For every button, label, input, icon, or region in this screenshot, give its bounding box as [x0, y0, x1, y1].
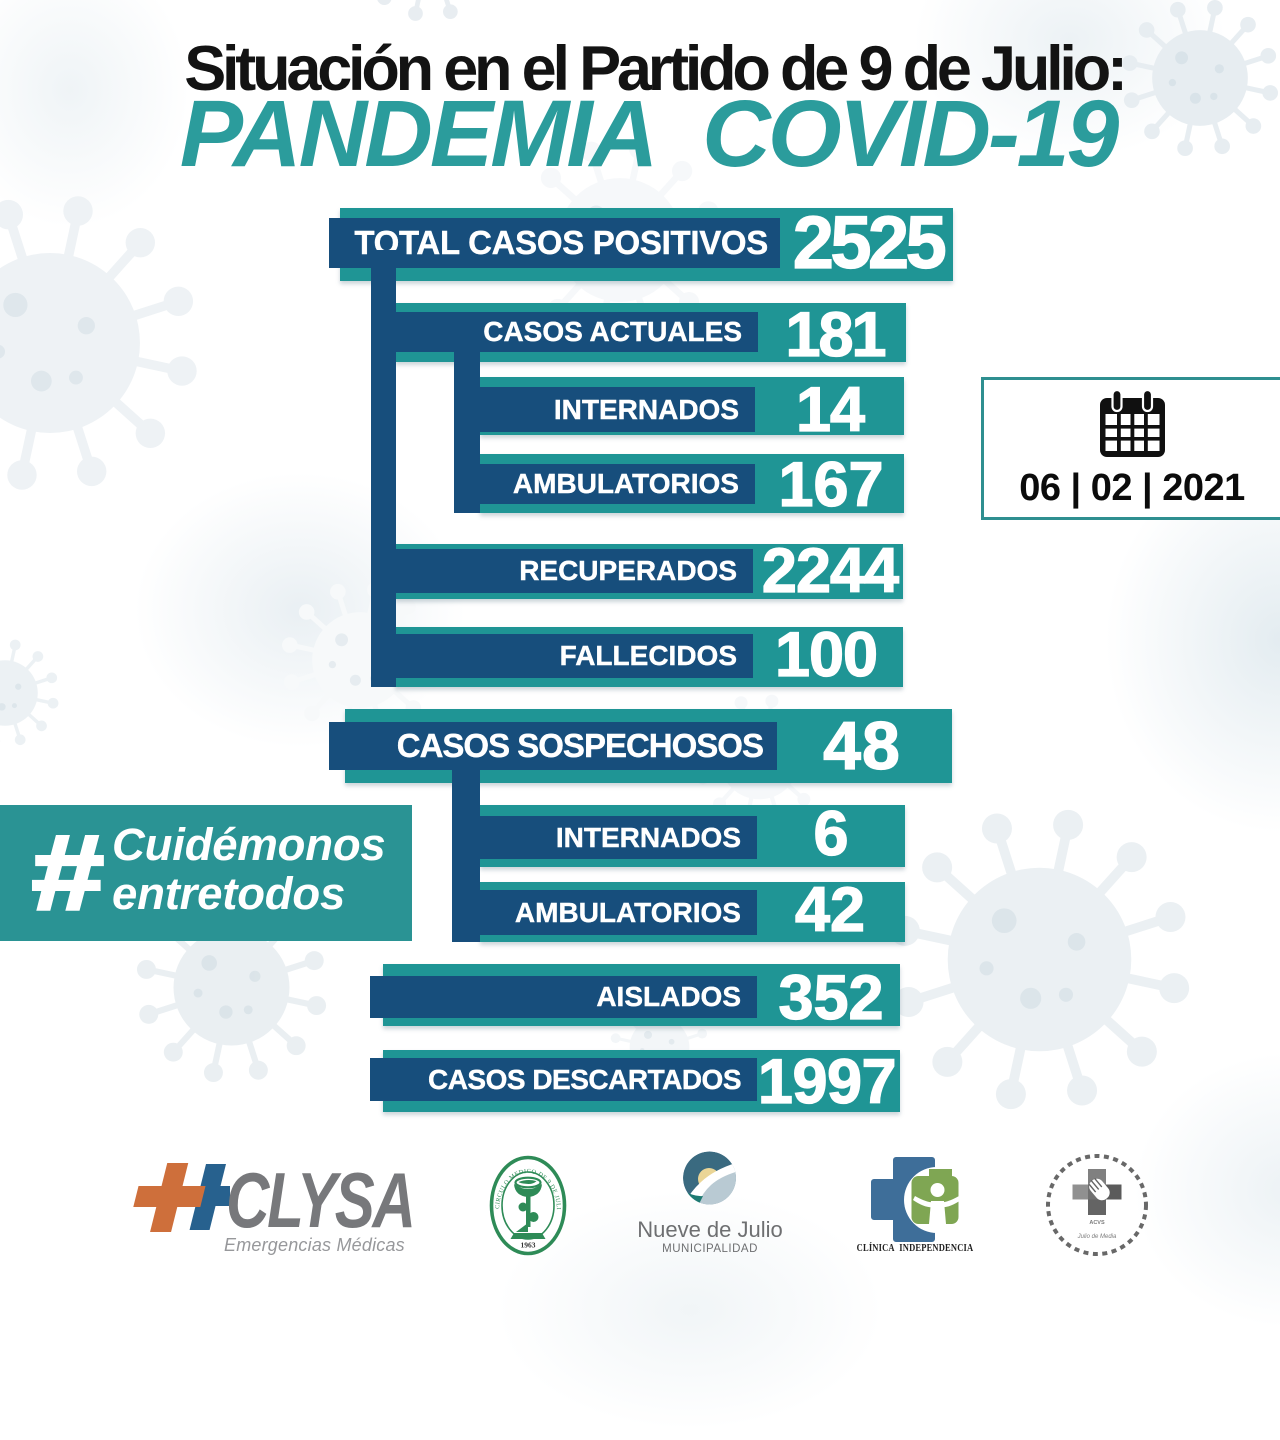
svg-text:Julio de Media: Julio de Media: [1077, 1234, 1117, 1240]
svg-text:ACVS: ACVS: [1089, 1220, 1105, 1226]
svg-text:1963: 1963: [521, 1241, 536, 1250]
